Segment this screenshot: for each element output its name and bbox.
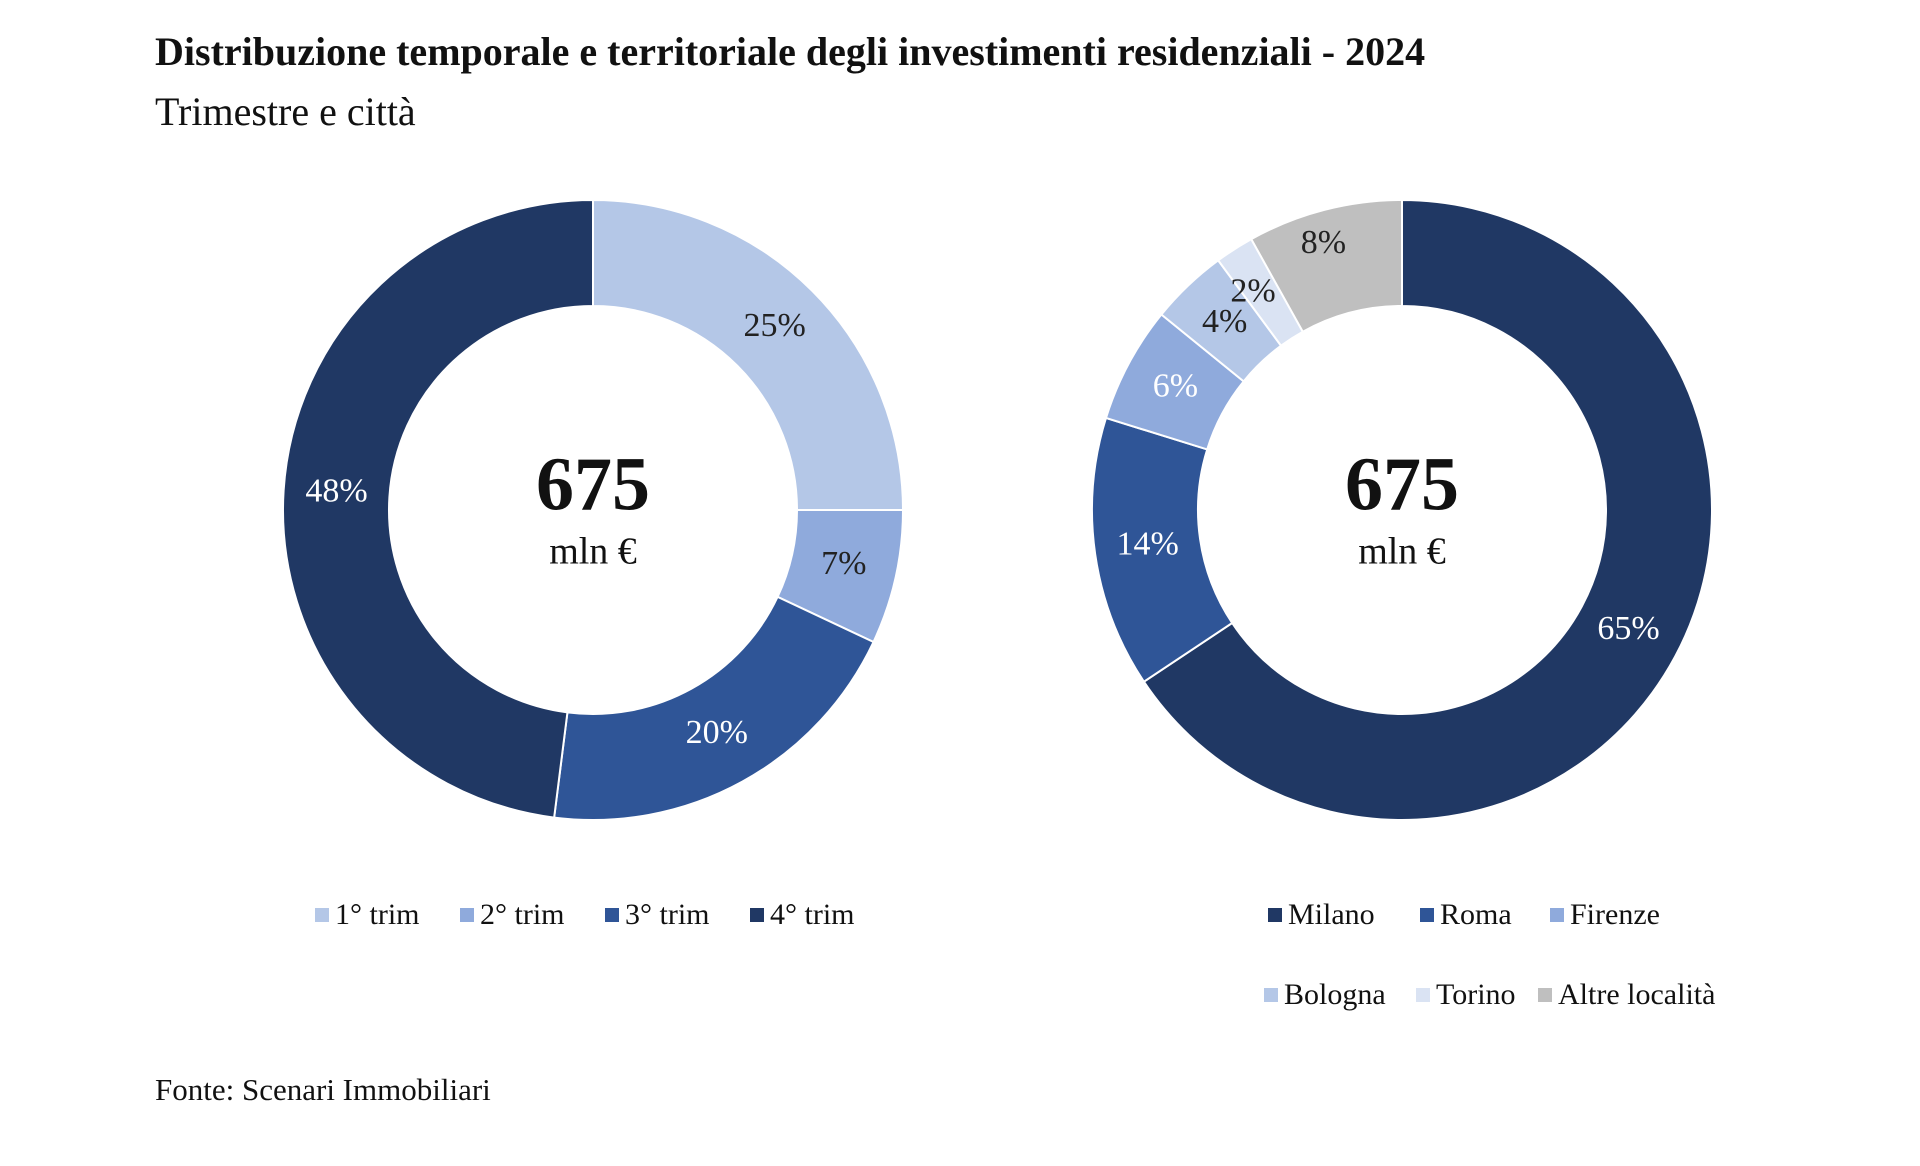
legend-label: Bologna xyxy=(1284,978,1386,1011)
slice-data-label: 4% xyxy=(1202,303,1247,340)
center-total-value: 675 xyxy=(1345,442,1459,526)
legend-item: 2° trim xyxy=(460,898,565,932)
legend-swatch xyxy=(1268,908,1282,922)
legend-item: Firenze xyxy=(1550,898,1660,932)
legend-item: 4° trim xyxy=(750,898,855,932)
legend-swatch xyxy=(460,908,474,922)
donut-chart-quarters: 25% 7% 20% 48% 675 mln € xyxy=(282,198,905,821)
legend-item: 1° trim xyxy=(315,898,420,932)
legend-label: 3° trim xyxy=(625,898,710,931)
legend-label: Altre località xyxy=(1558,978,1716,1011)
legend-label: 4° trim xyxy=(770,898,855,931)
legend-item: Altre località xyxy=(1538,978,1715,1012)
donut-slice-milano xyxy=(1142,198,1713,821)
slice-data-label: 20% xyxy=(686,714,748,751)
legend-label: Firenze xyxy=(1570,898,1660,931)
legend-swatch xyxy=(605,908,619,922)
legend-swatch xyxy=(750,908,764,922)
donut-slice-4-trim xyxy=(282,198,594,819)
legend-swatch xyxy=(1538,988,1552,1002)
legend-swatch xyxy=(1420,908,1434,922)
center-total-unit: mln € xyxy=(549,531,637,573)
donut-slice-3-trim xyxy=(553,595,875,821)
slice-data-label: 7% xyxy=(821,545,866,582)
legend-label: Torino xyxy=(1436,978,1516,1011)
slice-data-label: 8% xyxy=(1301,224,1346,261)
donut-slice-altre-localit- xyxy=(1249,198,1403,334)
legend-item: 3° trim xyxy=(605,898,710,932)
legend-label: Roma xyxy=(1440,898,1512,931)
center-total-unit: mln € xyxy=(1358,531,1446,573)
chart-title: Distribuzione temporale e territoriale d… xyxy=(155,29,1426,74)
slice-data-label: 65% xyxy=(1597,610,1659,647)
legend-item: Torino xyxy=(1416,978,1516,1012)
slice-data-label: 25% xyxy=(744,307,806,344)
slice-data-label: 14% xyxy=(1116,525,1178,562)
legend-label: 1° trim xyxy=(335,898,420,931)
legend-swatch xyxy=(315,908,329,922)
slice-data-label: 48% xyxy=(305,473,367,510)
slice-data-label: 6% xyxy=(1153,367,1198,404)
chart-subtitle: Trimestre e città xyxy=(155,89,416,134)
legend-item: Roma xyxy=(1420,898,1512,932)
legend-swatch xyxy=(1550,908,1564,922)
legend-swatch xyxy=(1264,988,1278,1002)
legend-swatch xyxy=(1416,988,1430,1002)
legend-label: Milano xyxy=(1288,898,1375,931)
source-note: Fonte: Scenari Immobiliari xyxy=(155,1072,491,1107)
legend-item: Milano xyxy=(1268,898,1375,932)
slice-data-label: 2% xyxy=(1230,273,1275,310)
legend-label: 2° trim xyxy=(480,898,565,931)
center-total-value: 675 xyxy=(536,442,650,526)
donut-chart-cities: 65% 14% 6%4%2% 8% 675 mln € xyxy=(1091,198,1713,821)
donut-slice-1-trim xyxy=(592,198,905,511)
legend-item: Bologna xyxy=(1264,978,1386,1012)
